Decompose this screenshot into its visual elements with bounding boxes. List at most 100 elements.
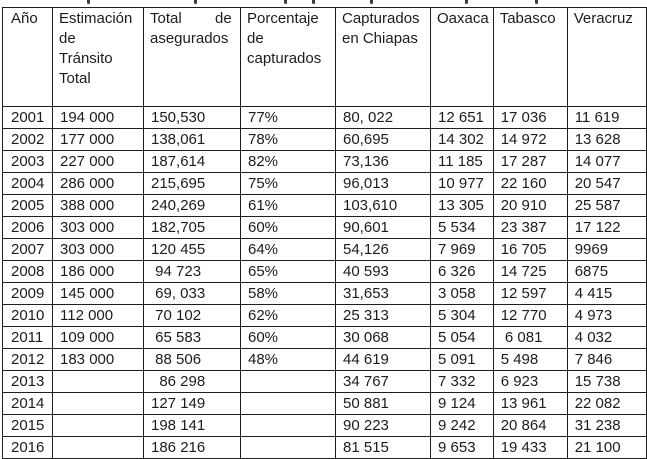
table-row: 2005 388 000 240,269 61% 103,610 13 305 20 910… xyxy=(2,194,647,217)
column-header-estimacion: Estimación de Tránsito Total xyxy=(52,7,144,107)
cell-oaxaca: 5 091 xyxy=(430,348,494,371)
cell-ano: 2007 xyxy=(2,238,53,261)
cell-estimacion: 286 000 xyxy=(52,172,144,195)
cell-tabasco: 12 597 xyxy=(492,282,568,305)
cell-veracruz: 17 122 xyxy=(566,216,647,239)
cell-chiapas: 73,136 xyxy=(335,150,431,173)
cell-tabasco: 20 864 xyxy=(492,414,568,437)
cell-ano: 2015 xyxy=(2,414,53,437)
column-header-ano: Año xyxy=(2,7,53,107)
table-row: 2013 86 298 34 767 7 332 6 923 15 738 xyxy=(2,370,647,393)
cropped-text-remnant xyxy=(284,0,287,4)
cell-chiapas: 40 593 xyxy=(335,260,431,283)
cell-asegurados: 88 506 xyxy=(143,348,241,371)
cell-porcentaje: 60% xyxy=(240,326,336,349)
table-row: 2015 198 141 90 223 9 242 20 864 31 238 xyxy=(2,414,647,437)
cell-porcentaje: 62% xyxy=(240,304,336,327)
cell-tabasco: 13 961 xyxy=(492,392,568,415)
cell-asegurados: 198 141 xyxy=(143,414,241,437)
table-body: 2001 194 000 150,530 77% 80, 022 12 651 17 036… xyxy=(2,106,647,459)
cell-ano: 2001 xyxy=(2,106,53,129)
cell-porcentaje: 60% xyxy=(240,216,336,239)
table-row: 2012 183 000 88 506 48% 44 619 5 091 5 498 7 8… xyxy=(2,348,647,371)
cell-estimacion: 303 000 xyxy=(52,216,144,239)
cell-tabasco: 20 910 xyxy=(492,194,568,217)
cell-veracruz: 9969 xyxy=(566,238,647,261)
cell-chiapas: 90 223 xyxy=(335,414,431,437)
cell-chiapas: 25 313 xyxy=(335,304,431,327)
cell-estimacion xyxy=(52,436,144,459)
cell-asegurados: 69, 033 xyxy=(143,282,241,305)
cell-asegurados: 187,614 xyxy=(143,150,241,173)
cell-chiapas: 81 515 xyxy=(335,436,431,459)
table-row: 2008 186 000 94 723 65% 40 593 6 326 14 725 68… xyxy=(2,260,647,283)
cell-veracruz: 31 238 xyxy=(566,414,647,437)
cell-tabasco: 17 287 xyxy=(492,150,568,173)
cell-asegurados: 127 149 xyxy=(143,392,241,415)
column-header-veracruz: Veracruz xyxy=(566,7,647,107)
column-header-asegurados: Total de asegurados xyxy=(143,7,241,107)
cell-veracruz: 4 032 xyxy=(566,326,647,349)
table-header-row: Año Estimación de Tránsito Total Total de … xyxy=(2,7,647,107)
table-row: 2003 227 000 187,614 82% 73,136 11 185 17 287 1… xyxy=(2,150,647,173)
cropped-text-remnant xyxy=(194,0,197,4)
table-row: 2016 186 216 81 515 9 653 19 433 21 100 xyxy=(2,436,647,459)
table-row: 2010 112 000 70 102 62% 25 313 5 304 12 770 4 … xyxy=(2,304,647,327)
cell-ano: 2011 xyxy=(2,326,53,349)
cell-oaxaca: 11 185 xyxy=(430,150,494,173)
cell-chiapas: 50 881 xyxy=(335,392,431,415)
cell-estimacion: 186 000 xyxy=(52,260,144,283)
data-table: Año Estimación de Tránsito Total Total de … xyxy=(2,7,647,459)
cropped-text-remnant xyxy=(465,0,468,4)
cell-tabasco: 5 498 xyxy=(492,348,568,371)
cell-oaxaca: 3 058 xyxy=(430,282,494,305)
cell-estimacion: 388 000 xyxy=(52,194,144,217)
cell-veracruz: 14 077 xyxy=(566,150,647,173)
cell-ano: 2009 xyxy=(2,282,53,305)
cell-ano: 2014 xyxy=(2,392,53,415)
cell-veracruz: 25 587 xyxy=(566,194,647,217)
cell-chiapas: 54,126 xyxy=(335,238,431,261)
cell-estimacion: 303 000 xyxy=(52,238,144,261)
cell-tabasco: 23 387 xyxy=(492,216,568,239)
cell-porcentaje: 77% xyxy=(240,106,336,129)
cell-asegurados: 65 583 xyxy=(143,326,241,349)
cell-chiapas: 96,013 xyxy=(335,172,431,195)
cell-ano: 2003 xyxy=(2,150,53,173)
cell-tabasco: 14 725 xyxy=(492,260,568,283)
cell-estimacion: 227 000 xyxy=(52,150,144,173)
cell-estimacion xyxy=(52,392,144,415)
cell-tabasco: 19 433 xyxy=(492,436,568,459)
cell-asegurados: 70 102 xyxy=(143,304,241,327)
cell-asegurados: 240,269 xyxy=(143,194,241,217)
cell-porcentaje xyxy=(240,392,336,415)
cell-estimacion: 177 000 xyxy=(52,128,144,151)
cell-porcentaje xyxy=(240,414,336,437)
cell-oaxaca: 9 653 xyxy=(430,436,494,459)
cell-ano: 2005 xyxy=(2,194,53,217)
cell-oaxaca: 9 242 xyxy=(430,414,494,437)
cell-oaxaca: 9 124 xyxy=(430,392,494,415)
table-row: 2007 303 000 120 455 64% 54,126 7 969 16 705 99… xyxy=(2,238,647,261)
cell-oaxaca: 10 977 xyxy=(430,172,494,195)
cell-porcentaje: 48% xyxy=(240,348,336,371)
cell-tabasco: 12 770 xyxy=(492,304,568,327)
cell-oaxaca: 7 332 xyxy=(430,370,494,393)
cell-asegurados: 215,695 xyxy=(143,172,241,195)
cell-chiapas: 80, 022 xyxy=(335,106,431,129)
cell-veracruz: 4 415 xyxy=(566,282,647,305)
cell-chiapas: 30 068 xyxy=(335,326,431,349)
cell-tabasco: 6 081 xyxy=(492,326,568,349)
cell-estimacion: 183 000 xyxy=(52,348,144,371)
cell-veracruz: 22 082 xyxy=(566,392,647,415)
cell-oaxaca: 13 305 xyxy=(430,194,494,217)
table-row: 2004 286 000 215,695 75% 96,013 10 977 22 160 2… xyxy=(2,172,647,195)
cell-oaxaca: 6 326 xyxy=(430,260,494,283)
cell-tabasco: 22 160 xyxy=(492,172,568,195)
cell-oaxaca: 14 302 xyxy=(430,128,494,151)
cell-oaxaca: 5 054 xyxy=(430,326,494,349)
cell-veracruz: 11 619 xyxy=(566,106,647,129)
table-row: 2006 303 000 182,705 60% 90,601 5 534 23 387 17… xyxy=(2,216,647,239)
cell-estimacion xyxy=(52,414,144,437)
cell-veracruz: 7 846 xyxy=(566,348,647,371)
